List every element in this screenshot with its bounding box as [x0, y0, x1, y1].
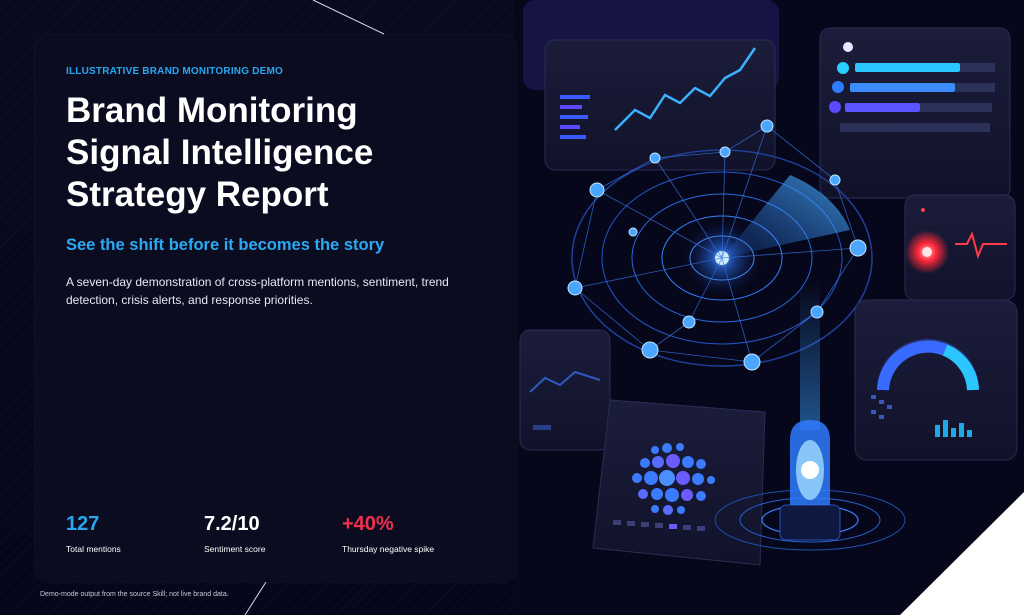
tagline: See the shift before it becomes the stor…	[66, 236, 385, 254]
hero-illustration	[515, 0, 1024, 615]
stat-label: Total mentions	[66, 544, 121, 554]
bar-list-icon	[819, 27, 1011, 199]
bubble-grid-icon	[592, 399, 766, 566]
content-panel	[35, 35, 517, 582]
stat-value: 127	[66, 513, 100, 535]
stat-negative-spike: +40% Thursday negative spike	[342, 512, 434, 554]
stat-total-mentions: 127 Total mentions	[66, 512, 121, 554]
title-line: Signal Intelligence	[66, 133, 374, 172]
title-line: Strategy Report	[66, 175, 329, 214]
stat-label: Thursday negative spike	[342, 544, 435, 554]
beacon-icon	[714, 280, 906, 551]
title-line: Brand Monitoring	[66, 91, 358, 130]
eyebrow-label: ILLUSTRATIVE BRAND MONITORING DEMO	[66, 66, 283, 77]
heartbeat-alert-icon	[904, 194, 1016, 301]
page-title: Brand Monitoring Signal Intelligence Str…	[66, 90, 506, 216]
stat-value: +40%	[342, 513, 394, 535]
description: A seven-day demonstration of cross-platf…	[66, 275, 449, 307]
radar-icon	[567, 119, 873, 371]
stat-value: 7.2/10	[204, 513, 260, 535]
footnote: Demo-mode output from the source Skill; …	[40, 591, 229, 598]
line-chart-icon	[544, 39, 776, 171]
decorative-lines	[244, 0, 385, 615]
gauge-icon	[854, 299, 1018, 461]
stat-label: Sentiment score	[204, 544, 266, 554]
stat-sentiment-score: 7.2/10 Sentiment score	[204, 512, 265, 554]
